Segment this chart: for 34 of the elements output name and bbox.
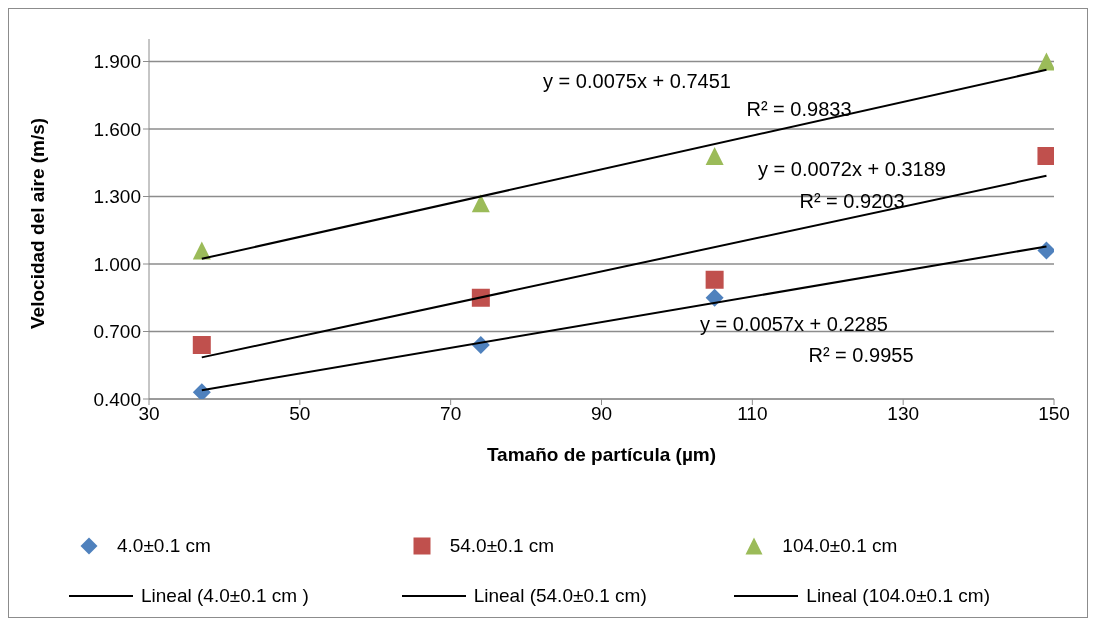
legend-label: 104.0±0.1 cm [782,535,898,557]
y-tick-label: 1.900 [93,51,141,73]
x-tick-label: 70 [440,403,462,425]
annotation: R² = 0.9203 [799,190,905,212]
annotation: R² = 0.9833 [746,98,852,120]
y-tick-label: 1.300 [93,186,141,208]
point [192,383,211,399]
legend-label: Lineal (4.0±0.1 cm ) [141,585,309,607]
x-tick-label: 50 [289,403,311,425]
point [705,147,724,165]
legend-label: 54.0±0.1 cm [449,535,555,557]
point [192,336,211,354]
legend-label: Lineal (54.0±0.1 cm) [473,585,647,607]
point [705,270,724,289]
y-tick-label: 1.000 [93,253,141,275]
y-tick-label: 0.700 [93,321,141,343]
legend-label: Lineal (104.0±0.1 cm) [806,585,990,607]
legend-label: 4.0±0.1 cm [117,535,211,557]
annotation: y = 0.0072x + 0.3189 [758,158,946,180]
point [1037,241,1054,260]
x-tick-label: 130 [887,403,920,425]
y-axis-title: Velocidad del aire (m/s) [26,117,48,329]
x-axis-title: Tamaño de partícula (µm) [486,444,717,465]
x-tick-label: 150 [1038,403,1070,425]
x-tick-label: 90 [590,403,613,425]
point [471,194,490,213]
point [192,241,211,260]
annotation: y = 0.0075x + 0.7451 [543,70,731,92]
annotation: y = 0.0057x + 0.2285 [700,313,888,335]
y-tick-label: 1.600 [93,118,141,140]
x-tick-label: 110 [737,403,768,425]
point [1037,147,1054,165]
annotation: R² = 0.9955 [808,344,914,366]
point [1037,52,1054,71]
